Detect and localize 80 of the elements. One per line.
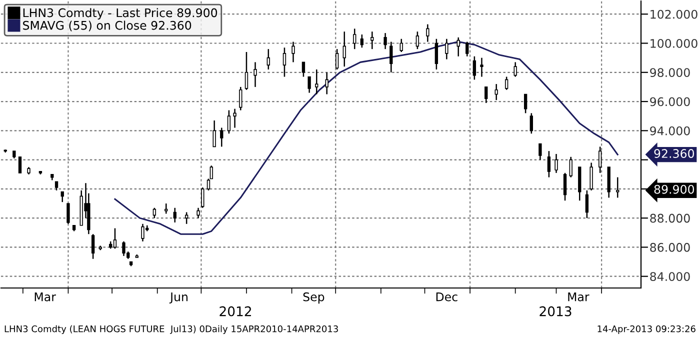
candlestick: [426, 24, 430, 42]
text: 2012: [220, 306, 251, 316]
legend-label: LHN3 Comdty - Last Price 89.900: [23, 8, 218, 20]
candlestick: [466, 41, 469, 57]
y-tick-label: 84.000: [650, 272, 690, 281]
candlestick: [122, 240, 126, 257]
candlestick: [598, 146, 602, 174]
candlestick: [201, 186, 204, 208]
candlestick: [184, 212, 188, 225]
candlestick: [416, 30, 420, 50]
x-tick-label: Dec: [436, 292, 458, 302]
y-tick-label: 96.000: [650, 97, 690, 106]
candlestick: [590, 162, 593, 192]
candlestick: [173, 207, 176, 224]
candlestick: [342, 30, 346, 68]
candlestick: [315, 68, 318, 95]
y-tick-label: 86.000: [650, 242, 690, 252]
candlestick: [335, 48, 339, 70]
y-tick-label: 100.000: [650, 38, 698, 48]
candlestick: [325, 72, 328, 95]
candlestick: [239, 86, 242, 111]
candlestick: [484, 86, 488, 104]
candlestick: [472, 56, 476, 80]
text: LHN3 Comdty (LEAN HOGS FUTURE Jul13) 0Daily 15APR2010-14APR2013: [4, 325, 338, 334]
candlestick: [360, 34, 364, 48]
candlestick: [480, 57, 484, 78]
candlestick: [91, 233, 95, 260]
candlestick: [212, 120, 216, 148]
candlestick: [514, 62, 517, 78]
candlestick: [370, 30, 374, 50]
text: 89.900: [654, 184, 694, 194]
candlestick: [164, 202, 168, 214]
candlestick: [302, 62, 306, 78]
candlestick: [353, 28, 356, 50]
line-series: [114, 41, 618, 235]
candlestick: [196, 207, 200, 219]
y-tick-label: 98.000: [650, 68, 690, 78]
candlestick: [384, 32, 387, 50]
candlestick: [141, 223, 144, 242]
x-tick-label: Mar: [34, 292, 56, 302]
candlestick: [585, 190, 589, 219]
candlestick: [524, 94, 528, 114]
y-tick-label: 88.000: [650, 214, 690, 223]
candlestick: [292, 41, 295, 63]
y-tick-label: 102.000: [650, 10, 698, 19]
candlestick: [456, 36, 460, 57]
candlestick: [400, 38, 403, 53]
candlestick: [66, 202, 70, 225]
candlestick: [554, 153, 558, 174]
text: 2013: [540, 306, 572, 316]
candlestick: [233, 108, 236, 128]
candlestick: [152, 207, 156, 219]
candlestick: [244, 51, 248, 90]
candlestick: [60, 191, 64, 203]
candlestick: [308, 76, 311, 94]
x-tick-label: Jun: [169, 292, 188, 304]
y-tick-label: 94.000: [650, 126, 690, 136]
candlestick: [434, 38, 438, 70]
candlestick: [113, 228, 117, 250]
candlestick: [266, 48, 270, 70]
candlestick: [282, 46, 286, 78]
candlestick: [616, 176, 620, 198]
candlestick: [569, 156, 572, 178]
candlestick: [494, 83, 498, 101]
text: 14-Apr-2013 09:23:26: [598, 325, 696, 334]
candlestick: [227, 110, 231, 134]
candlestick: [563, 172, 567, 202]
text: 92.360: [654, 149, 694, 158]
x-tick-label: Mar: [568, 292, 590, 302]
candlestick: [18, 156, 22, 174]
candlestick: [254, 62, 257, 88]
candlestick: [547, 150, 551, 178]
legend-label: SMAVG (55) on Close 92.360: [23, 20, 192, 32]
candlestick: [504, 76, 508, 90]
candlestick: [445, 38, 448, 60]
candlestick: [530, 112, 533, 134]
candlestick: [538, 143, 542, 160]
x-tick-label: Sep: [303, 292, 324, 304]
candlestick: [220, 127, 224, 148]
candlestick: [390, 41, 393, 74]
